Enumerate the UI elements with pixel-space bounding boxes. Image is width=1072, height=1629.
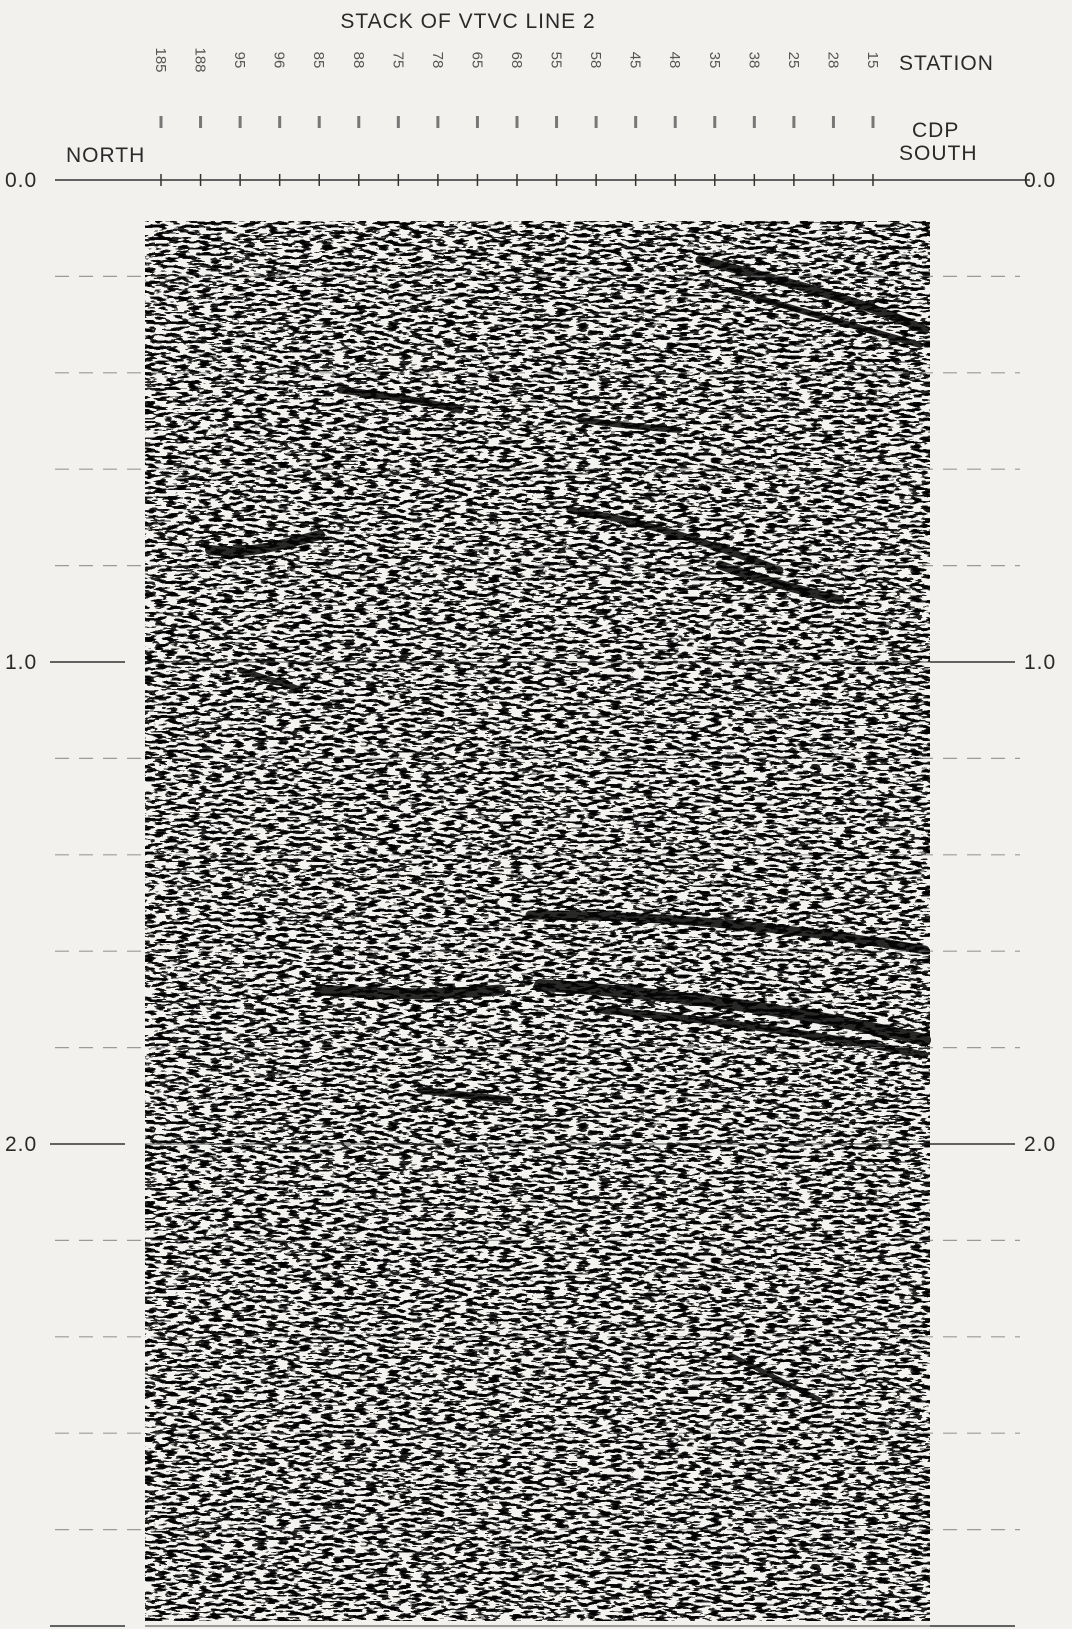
cdp-label: CDP <box>912 119 959 142</box>
cdp-mark <box>160 116 163 128</box>
figure-title: STACK OF VTVC LINE 2 <box>340 10 595 33</box>
station-number: 78 <box>429 52 446 69</box>
station-number: 88 <box>350 52 367 69</box>
seismic-figure: STACK OF VTVC LINE 2 185 188 95 96 85 88 75 78 6… <box>0 0 1072 1629</box>
cdp-mark <box>318 116 321 128</box>
cdp-mark <box>278 116 281 128</box>
station-number: 38 <box>745 52 762 69</box>
cdp-mark <box>357 116 360 128</box>
station-number: 68 <box>508 52 525 69</box>
station-number: 85 <box>310 52 327 69</box>
cdp-mark <box>872 116 875 128</box>
time-label-right: 0.0 <box>1024 169 1056 192</box>
station-number: 48 <box>666 52 683 69</box>
station-number: 45 <box>627 52 644 69</box>
station-number: 75 <box>389 52 406 69</box>
cdp-mark <box>832 116 835 128</box>
station-labels: 185 188 95 96 85 88 75 78 65 68 55 58 45 48 35 38 25 28 15 <box>152 47 881 72</box>
south-label: SOUTH <box>899 142 978 165</box>
station-number: 95 <box>231 52 248 69</box>
cdp-mark <box>476 116 479 128</box>
cdp-mark <box>436 116 439 128</box>
cdp-mark <box>199 116 202 128</box>
station-label: STATION <box>899 52 994 75</box>
station-number: 65 <box>468 52 485 69</box>
cdp-mark <box>792 116 795 128</box>
time-label-left: 1.0 <box>5 651 37 674</box>
station-number: 96 <box>271 52 288 69</box>
station-number: 58 <box>587 52 604 69</box>
time-label-right: 1.0 <box>1024 651 1056 674</box>
station-number: 35 <box>706 52 723 69</box>
station-number: 188 <box>192 47 209 72</box>
station-number: 185 <box>152 47 169 72</box>
seismic-section <box>145 221 930 1621</box>
cdp-ticks <box>160 116 875 186</box>
cdp-mark <box>674 116 677 128</box>
cdp-mark <box>397 116 400 128</box>
cdp-mark <box>516 116 519 128</box>
cdp-mark <box>713 116 716 128</box>
time-label-right: 2.0 <box>1024 1133 1056 1156</box>
cdp-mark <box>595 116 598 128</box>
cdp-mark <box>634 116 637 128</box>
time-label-left: 2.0 <box>5 1133 37 1156</box>
station-number: 28 <box>824 52 841 69</box>
cdp-mark <box>239 116 242 128</box>
north-label: NORTH <box>66 144 145 167</box>
station-number: 25 <box>785 52 802 69</box>
station-number: 15 <box>864 52 881 69</box>
time-label-left: 0.0 <box>5 169 37 192</box>
cdp-mark <box>753 116 756 128</box>
cdp-mark <box>555 116 558 128</box>
station-number: 55 <box>548 52 565 69</box>
